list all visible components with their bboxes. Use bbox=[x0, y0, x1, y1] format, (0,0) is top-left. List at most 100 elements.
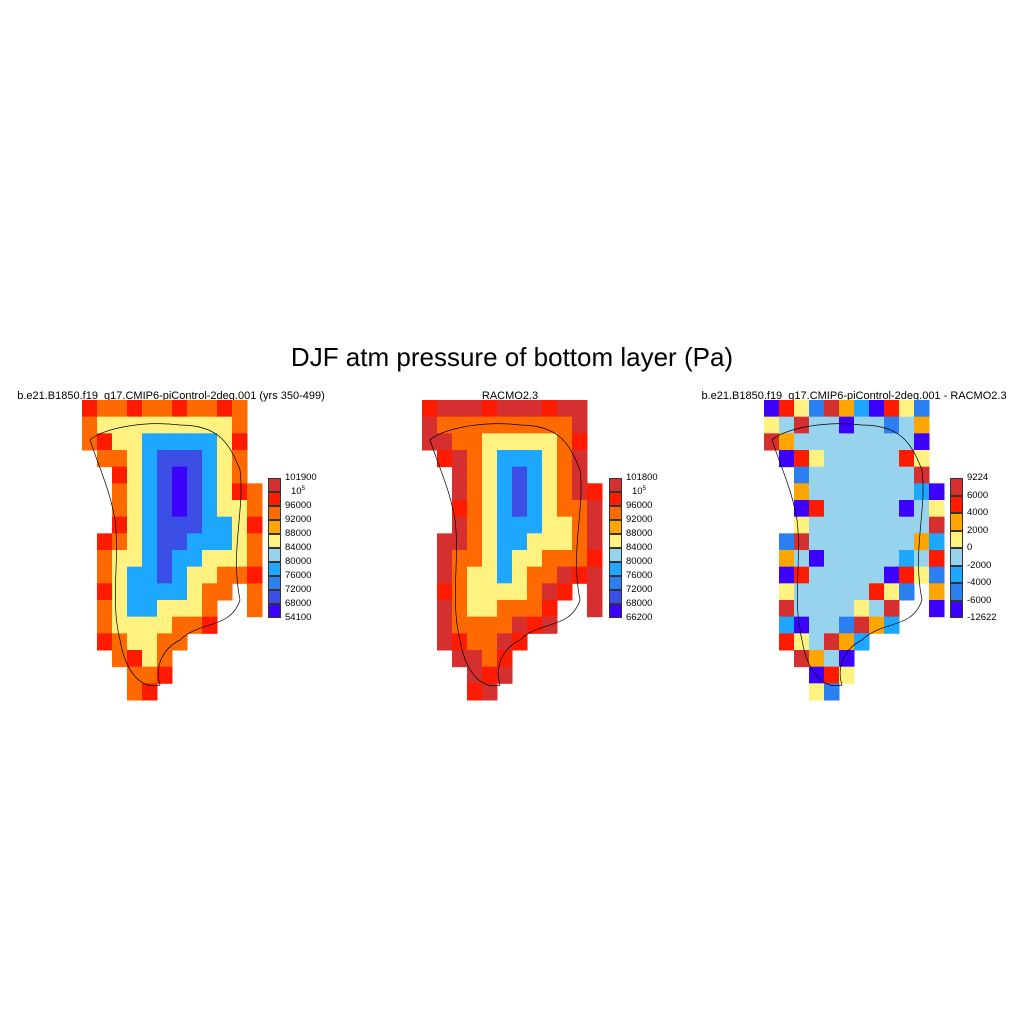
colorbar-model-label: 80000 bbox=[285, 556, 312, 567]
map-racmo-cell bbox=[482, 566, 498, 584]
map-diff-cell bbox=[809, 533, 825, 551]
map-racmo-cell bbox=[497, 400, 513, 418]
colorbar-racmo-label: 101800 bbox=[626, 472, 658, 483]
map-panel-racmo bbox=[422, 400, 603, 701]
map-diff-cell bbox=[899, 500, 915, 518]
map-diff-cell bbox=[824, 450, 840, 468]
map-diff-cell bbox=[899, 533, 915, 551]
map-model-cell bbox=[112, 516, 128, 534]
map-diff-cell bbox=[869, 616, 885, 634]
map-racmo-cell bbox=[542, 550, 558, 568]
map-diff-cell bbox=[884, 433, 900, 451]
map-diff-cell bbox=[869, 433, 885, 451]
map-racmo-cell bbox=[542, 450, 558, 468]
colorbar-diff-label: -2000 bbox=[967, 559, 992, 571]
map-racmo-cell bbox=[527, 616, 543, 634]
map-model-cell bbox=[127, 616, 143, 634]
colorbar-model-swatch bbox=[268, 562, 281, 576]
map-racmo-cell bbox=[587, 500, 603, 518]
map-model-cell bbox=[217, 450, 233, 468]
map-racmo-cell bbox=[482, 683, 498, 701]
map-racmo-cell bbox=[437, 566, 453, 584]
map-model-cell bbox=[97, 633, 113, 651]
map-model-cell bbox=[97, 583, 113, 601]
map-diff-cell bbox=[794, 483, 810, 501]
map-racmo-cell bbox=[452, 583, 468, 601]
colorbar-racmo-label: 72000 bbox=[626, 584, 653, 595]
map-racmo-cell bbox=[512, 600, 528, 618]
map-model-cell bbox=[172, 400, 188, 418]
map-model-cell bbox=[172, 483, 188, 501]
map-racmo-cell bbox=[482, 400, 498, 418]
map-diff-cell bbox=[779, 433, 795, 451]
map-racmo-cell bbox=[497, 533, 513, 551]
colorbar-model-label: 68000 bbox=[285, 598, 312, 609]
map-model-cell bbox=[232, 516, 248, 534]
map-racmo-cell bbox=[467, 550, 483, 568]
map-model-cell bbox=[187, 500, 203, 518]
map-racmo-cell bbox=[497, 600, 513, 618]
map-model-cell bbox=[157, 600, 173, 618]
map-racmo-cell bbox=[527, 533, 543, 551]
map-racmo-cell bbox=[512, 400, 528, 418]
map-racmo-cell bbox=[452, 616, 468, 634]
map-model-cell bbox=[127, 600, 143, 618]
colorbar-model-swatch bbox=[268, 534, 281, 548]
map-diff-cell bbox=[869, 500, 885, 518]
map-model-cell bbox=[247, 533, 263, 551]
map-racmo-cell bbox=[587, 566, 603, 584]
map-diff-cell bbox=[839, 433, 855, 451]
map-model-cell bbox=[232, 466, 248, 484]
map-model-cell bbox=[82, 433, 98, 451]
map-diff-cell bbox=[809, 550, 825, 568]
map-racmo-cell bbox=[482, 500, 498, 518]
map-diff-cell bbox=[899, 516, 915, 534]
map-racmo-cell bbox=[542, 600, 558, 618]
map-diff-cell bbox=[914, 450, 930, 468]
map-diff-cell bbox=[794, 616, 810, 634]
map-diff-cell bbox=[779, 416, 795, 434]
map-model-cell bbox=[157, 500, 173, 518]
colorbar-model-swatch bbox=[268, 478, 281, 492]
map-racmo-cell bbox=[467, 450, 483, 468]
map-model-cell bbox=[97, 550, 113, 568]
map-model-cell bbox=[187, 616, 203, 634]
map-racmo-cell bbox=[437, 583, 453, 601]
map-model-cell bbox=[97, 566, 113, 584]
colorbar-racmo-swatch bbox=[609, 492, 622, 506]
map-model-cell bbox=[172, 600, 188, 618]
map-racmo-cell bbox=[512, 466, 528, 484]
map-model-cell bbox=[157, 433, 173, 451]
map-model-cell bbox=[172, 500, 188, 518]
map-diff-cell bbox=[869, 516, 885, 534]
map-racmo-cell bbox=[437, 450, 453, 468]
map-model-cell bbox=[142, 600, 158, 618]
map-model-cell bbox=[142, 616, 158, 634]
map-racmo-cell bbox=[467, 466, 483, 484]
map-model-cell bbox=[202, 483, 218, 501]
map-diff-cell bbox=[854, 616, 870, 634]
map-diff-cell bbox=[794, 416, 810, 434]
map-racmo-cell bbox=[437, 616, 453, 634]
map-racmo-cell bbox=[467, 566, 483, 584]
map-model-cell bbox=[112, 400, 128, 418]
map-model-cell bbox=[172, 633, 188, 651]
map-model-cell bbox=[112, 633, 128, 651]
map-racmo-cell bbox=[482, 516, 498, 534]
map-diff-cell bbox=[869, 566, 885, 584]
map-racmo-cell bbox=[467, 516, 483, 534]
colorbar-diff-label: 0 bbox=[967, 542, 973, 553]
map-diff-cell bbox=[824, 500, 840, 518]
map-racmo-cell bbox=[572, 483, 588, 501]
map-model-cell bbox=[112, 650, 128, 668]
map-diff-cell bbox=[914, 433, 930, 451]
colorbar-diff-swatch bbox=[950, 513, 963, 531]
map-model-cell bbox=[97, 533, 113, 551]
map-model-cell bbox=[172, 616, 188, 634]
map-diff-cell bbox=[884, 550, 900, 568]
map-diff-cell bbox=[809, 683, 825, 701]
map-diff-cell bbox=[824, 466, 840, 484]
map-diff-cell bbox=[854, 433, 870, 451]
map-diff-cell bbox=[839, 400, 855, 418]
map-racmo-cell bbox=[542, 483, 558, 501]
